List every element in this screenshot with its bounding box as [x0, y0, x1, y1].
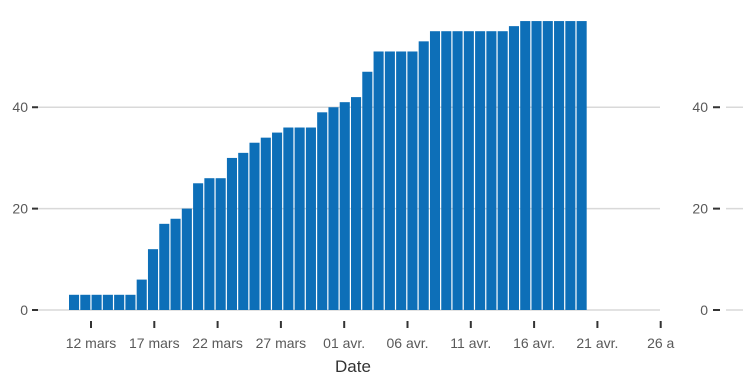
x-tick-label: 17 mars: [129, 335, 180, 351]
bar-19-mars: [170, 218, 181, 310]
bar-25-mars: [238, 152, 249, 310]
bar-30-mars: [294, 127, 305, 310]
y-tick-label: 0: [20, 302, 28, 318]
bar-05-avr-: [362, 71, 373, 310]
bar-10-mars: [69, 294, 80, 310]
bar-20-mars: [181, 208, 192, 310]
bars: [69, 21, 587, 311]
bar-16-mars: [136, 279, 147, 310]
x-tick-label: 01 avr.: [323, 335, 365, 351]
bar-10-avr-: [418, 41, 429, 311]
bar-08-avr-: [396, 51, 407, 310]
x-tick-label: 06 avr.: [386, 335, 428, 351]
bar-24-mars: [226, 157, 237, 310]
x-tick-label: 11 avr.: [450, 335, 491, 351]
bar-06-avr-: [373, 51, 384, 310]
bar-27-mars: [260, 137, 271, 310]
bar-17-mars: [147, 249, 159, 310]
bar-15-mars: [125, 294, 136, 310]
bar-02-avr-: [328, 107, 339, 310]
x-tick-label: 16 avr.: [513, 335, 555, 351]
bar-03-avr-: [339, 102, 350, 310]
bar-20-avr-: [531, 21, 542, 310]
bar-21-mars: [193, 183, 204, 310]
y-tick-label: 40: [12, 99, 28, 115]
bar-13-mars: [102, 294, 113, 310]
bar-23-mars: [215, 178, 226, 310]
bar-01-avr-: [317, 112, 328, 310]
y-tick-label: 20: [12, 201, 28, 217]
y-tick-label: 40: [692, 99, 708, 115]
bar-14-avr-: [463, 31, 474, 310]
x-axis-title: Date: [335, 357, 371, 376]
bar-12-mars: [91, 294, 102, 310]
x-tick-label: 21 avr.: [576, 335, 618, 351]
x-tick-label: 27 mars: [256, 335, 307, 351]
x-tick-label: 12 mars: [66, 335, 117, 351]
bar-24-avr-: [576, 21, 587, 310]
bar-11-avr-: [429, 31, 441, 310]
right-panel-y-axis: 0 20 40: [692, 99, 743, 318]
bar-11-mars: [80, 294, 91, 310]
bar-07-avr-: [384, 51, 395, 310]
bar-09-avr-: [407, 51, 418, 310]
bar-14-mars: [114, 294, 125, 310]
y-tick-label: 20: [692, 201, 708, 217]
x-axis: 12 mars 17 mars 22 mars 27 mars 01 avr. 06 av…: [66, 321, 675, 351]
bar-15-avr-: [475, 31, 486, 310]
x-tick-label: 22 mars: [192, 335, 243, 351]
bar-16-avr-: [486, 31, 497, 310]
bar-22-mars: [204, 178, 215, 310]
bar-29-mars: [283, 127, 294, 310]
x-tick-label: 26 a: [647, 335, 674, 351]
bar-22-avr-: [554, 21, 565, 310]
bar-28-mars: [272, 132, 283, 310]
bar-26-mars: [249, 142, 260, 310]
bar-23-avr-: [565, 21, 576, 310]
bar-21-avr-: [542, 21, 553, 310]
bar-31-mars: [305, 127, 316, 310]
bar-17-avr-: [497, 31, 508, 310]
bar-13-avr-: [452, 31, 463, 310]
bar-19-avr-: [520, 21, 531, 310]
bar-18-avr-: [508, 26, 519, 310]
bar-04-avr-: [351, 97, 362, 310]
bar-12-avr-: [441, 31, 452, 310]
bar-18-mars: [159, 223, 170, 310]
y-axis: 0 20 40: [12, 99, 38, 318]
y-tick-label: 0: [700, 302, 708, 318]
